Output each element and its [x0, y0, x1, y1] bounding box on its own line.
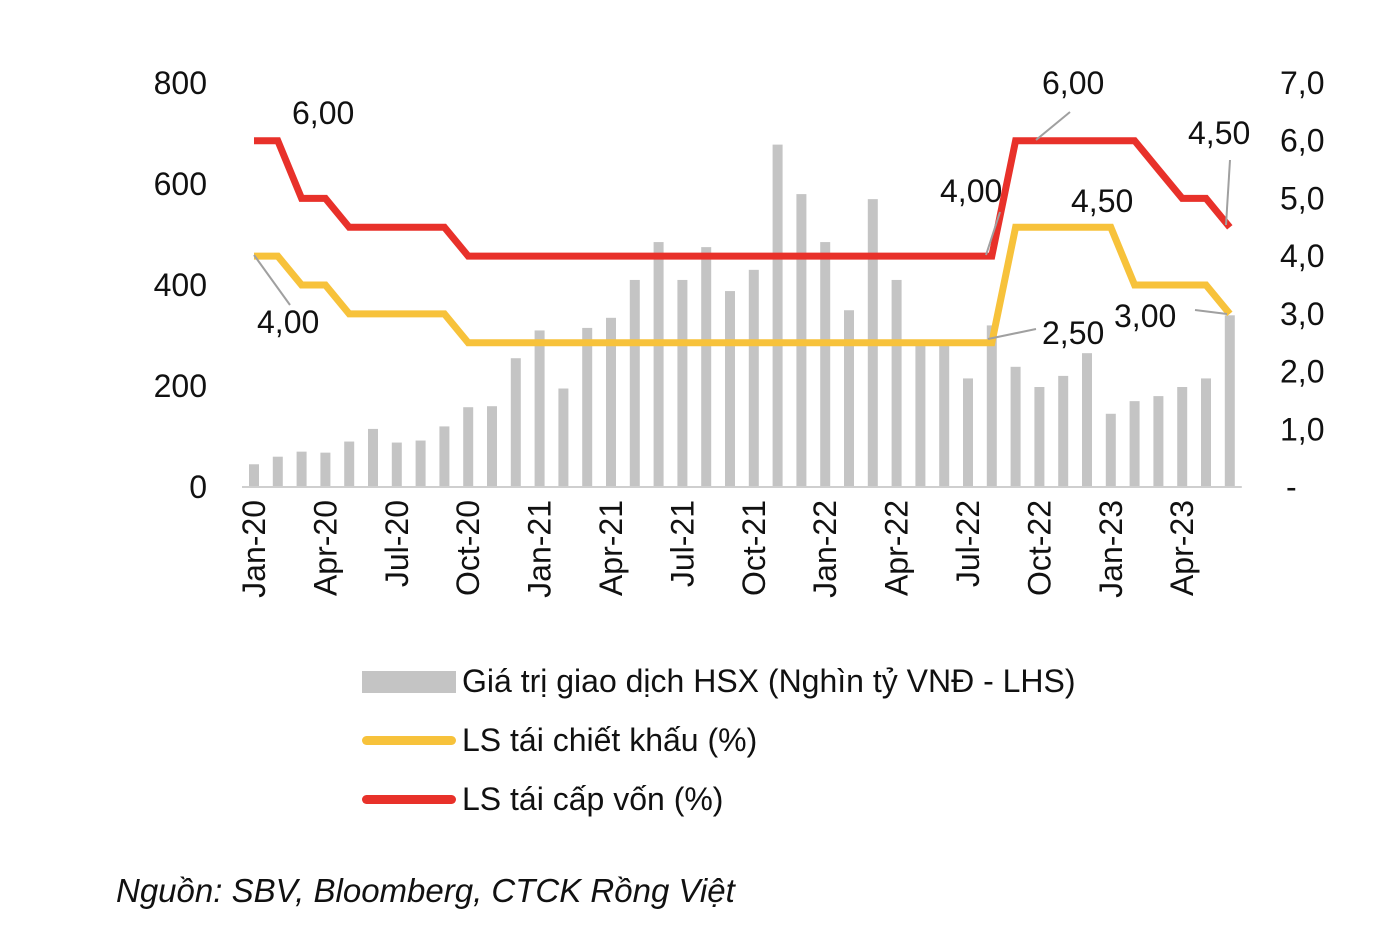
- x-tick-apr-22: Apr-22: [879, 500, 915, 596]
- bar-apr-21: [606, 317, 616, 487]
- x-tick-jul-22: Jul-22: [950, 500, 986, 587]
- bar-jul-21: [677, 279, 688, 487]
- data-label-5: 4,50: [1071, 183, 1133, 219]
- axis-ticks: 0 200 400 600 800 - 1,0 2,0 3,0 4,0 5,0 6,0 7,0 Jan-2…: [154, 65, 1325, 598]
- data-label-leader-4: [1035, 111, 1071, 141]
- bar-may-21: [629, 279, 640, 487]
- data-label-leader-7: [1194, 309, 1228, 315]
- bar-nov-20: [487, 406, 497, 487]
- bar-series: [249, 144, 1235, 488]
- legend-label-discount-rate: LS tái chiết khấu (%): [462, 722, 758, 758]
- bar-mar-21: [582, 327, 593, 487]
- line-refinance-rate: [254, 137, 1233, 260]
- bar-oct-21: [748, 269, 759, 487]
- bar-nov-21: [772, 144, 783, 488]
- y-right-tick-4: 4,0: [1280, 238, 1324, 274]
- x-tick-jan-21: Jan-21: [522, 500, 558, 598]
- bar-mar-20: [296, 451, 307, 487]
- legend: Giá trị giao dịch HSX (Nghìn tỷ VNĐ - LH…: [362, 652, 1076, 829]
- bar-aug-20: [415, 440, 426, 487]
- data-label-6: 4,50: [1188, 115, 1250, 151]
- bar-feb-21: [558, 388, 569, 487]
- data-label-leader-2: [985, 211, 1001, 256]
- bar-feb-20: [272, 456, 283, 487]
- legend-item-trading-value: Giá trị giao dịch HSX (Nghìn tỷ VNĐ - LH…: [362, 652, 1076, 711]
- bar-may-20: [344, 441, 355, 487]
- bar-apr-20: [320, 452, 331, 487]
- x-tick-apr-23: Apr-23: [1164, 500, 1200, 596]
- bar-oct-20: [463, 407, 474, 487]
- x-tick-oct-22: Oct-22: [1021, 500, 1057, 596]
- data-label-1: 4,00: [257, 304, 319, 340]
- legend-label-trading-value: Giá trị giao dịch HSX (Nghìn tỷ VNĐ - LH…: [462, 663, 1076, 699]
- bar-jan-21: [534, 330, 545, 487]
- bar-jun-20: [368, 428, 378, 487]
- bar-nov-22: [1058, 375, 1069, 487]
- x-tick-jan-20: Jan-20: [236, 500, 272, 598]
- bar-jun-23: [1224, 315, 1235, 487]
- legend-item-refinance-rate: LS tái cấp vốn (%): [362, 770, 1076, 829]
- bar-sep-20: [439, 426, 450, 487]
- data-label-0: 6,00: [292, 95, 354, 131]
- x-tick-jan-23: Jan-23: [1093, 500, 1129, 598]
- data-labels: 6,00 4,00 4,00 2,50 6,00 4,50 4,50 3,00: [253, 65, 1250, 351]
- data-label-4: 6,00: [1042, 65, 1104, 101]
- y-left-tick-600: 600: [154, 166, 207, 202]
- legend-swatch-yellow-line: [362, 736, 456, 745]
- legend-swatch-bar: [362, 670, 456, 693]
- bar-jun-22: [939, 343, 950, 487]
- y-right-tick-3: 3,0: [1280, 296, 1324, 332]
- bar-sep-22: [1010, 366, 1021, 487]
- bar-jul-22: [963, 378, 973, 487]
- legend-swatch-red-line: [362, 795, 456, 804]
- bar-jan-23: [1105, 413, 1116, 487]
- bar-jun-21: [653, 242, 664, 487]
- bar-apr-22: [891, 279, 902, 487]
- data-label-2: 4,00: [940, 173, 1002, 209]
- y-left-tick-200: 200: [154, 368, 207, 404]
- line-series: [254, 137, 1233, 347]
- x-tick-jul-21: Jul-21: [664, 500, 700, 587]
- y-right-tick-6: 6,0: [1280, 123, 1324, 159]
- bar-dec-22: [1082, 353, 1092, 487]
- source-note: Nguồn: SBV, Bloomberg, CTCK Rồng Việt: [116, 872, 735, 909]
- bar-jul-20: [391, 442, 402, 487]
- bar-oct-22: [1034, 387, 1045, 487]
- x-tick-apr-21: Apr-21: [593, 500, 629, 596]
- bar-aug-21: [701, 247, 712, 487]
- bar-apr-23: [1177, 387, 1188, 487]
- y-left-tick-400: 400: [154, 267, 207, 303]
- bar-jan-22: [820, 242, 831, 487]
- bar-sep-21: [725, 291, 735, 487]
- bar-feb-23: [1129, 401, 1140, 487]
- data-label-leader-1: [253, 254, 291, 306]
- bar-dec-20: [510, 358, 521, 487]
- legend-label-refinance-rate: LS tái cấp vốn (%): [462, 781, 724, 817]
- line-discount-rate: [254, 223, 1233, 347]
- y-right-tick-1: 1,0: [1280, 411, 1324, 447]
- y-left-tick-0: 0: [189, 469, 207, 505]
- legend-item-discount-rate: LS tái chiết khấu (%): [362, 711, 1076, 770]
- data-label-3: 2,50: [1042, 315, 1104, 351]
- data-label-leader-3: [987, 328, 1037, 340]
- bar-may-22: [915, 343, 926, 487]
- x-tick-jul-20: Jul-20: [379, 500, 415, 587]
- y-right-tick-2: 2,0: [1280, 354, 1324, 390]
- data-label-leader-6: [1225, 159, 1231, 226]
- data-label-7: 3,00: [1114, 298, 1176, 334]
- y-right-tick-5: 5,0: [1280, 180, 1324, 216]
- bar-jan-20: [249, 464, 259, 487]
- x-tick-apr-20: Apr-20: [307, 500, 343, 596]
- y-right-tick-0: -: [1286, 469, 1297, 505]
- bar-feb-22: [844, 310, 854, 487]
- x-tick-oct-21: Oct-21: [736, 500, 772, 596]
- bar-mar-23: [1153, 396, 1164, 487]
- bar-may-23: [1201, 378, 1211, 487]
- chart-svg: 0 200 400 600 800 - 1,0 2,0 3,0 4,0 5,0 6,0 7,0 Jan-2…: [154, 65, 1325, 598]
- x-tick-oct-20: Oct-20: [450, 500, 486, 596]
- y-right-tick-7: 7,0: [1280, 65, 1324, 101]
- x-tick-jan-22: Jan-22: [807, 500, 843, 598]
- bar-aug-22: [986, 325, 997, 487]
- y-left-tick-800: 800: [154, 65, 207, 101]
